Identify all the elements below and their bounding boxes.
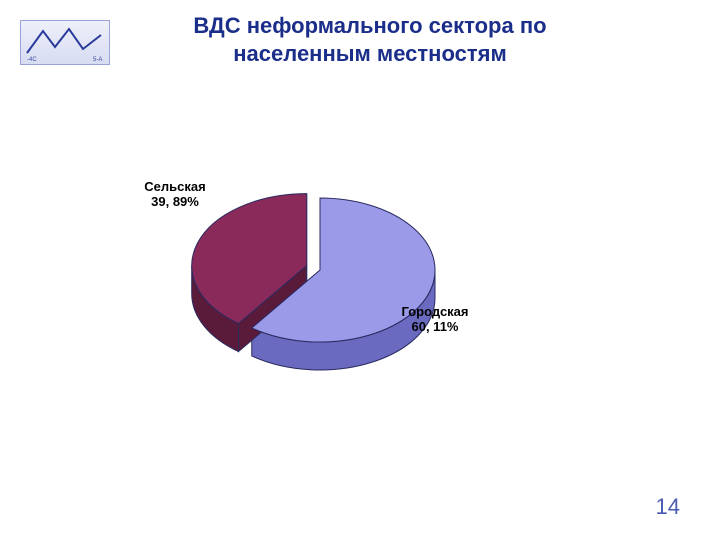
logo-right-label: 5-А: [93, 57, 102, 63]
title-line-1: ВДС неформального сектора по: [160, 12, 580, 40]
title-line-2: населенным местностям: [160, 40, 580, 68]
pie-chart-3d: Сельская 39, 89% Городская 60, 11%: [150, 150, 490, 410]
logo-left-label: -4С: [27, 57, 37, 63]
label-urban: Городская 60, 11%: [380, 305, 490, 335]
page-title: ВДС неформального сектора по населенным …: [160, 12, 580, 67]
label-urban-value: 60, 11%: [380, 320, 490, 335]
label-rural-value: 39, 89%: [120, 195, 230, 210]
logo-thumbnail: -4С 5-А: [20, 20, 110, 65]
page-number: 14: [656, 494, 680, 520]
label-rural-name: Сельская: [120, 180, 230, 195]
logo-chart-icon: -4С 5-А: [21, 21, 109, 64]
label-rural: Сельская 39, 89%: [120, 180, 230, 210]
label-urban-name: Городская: [380, 305, 490, 320]
